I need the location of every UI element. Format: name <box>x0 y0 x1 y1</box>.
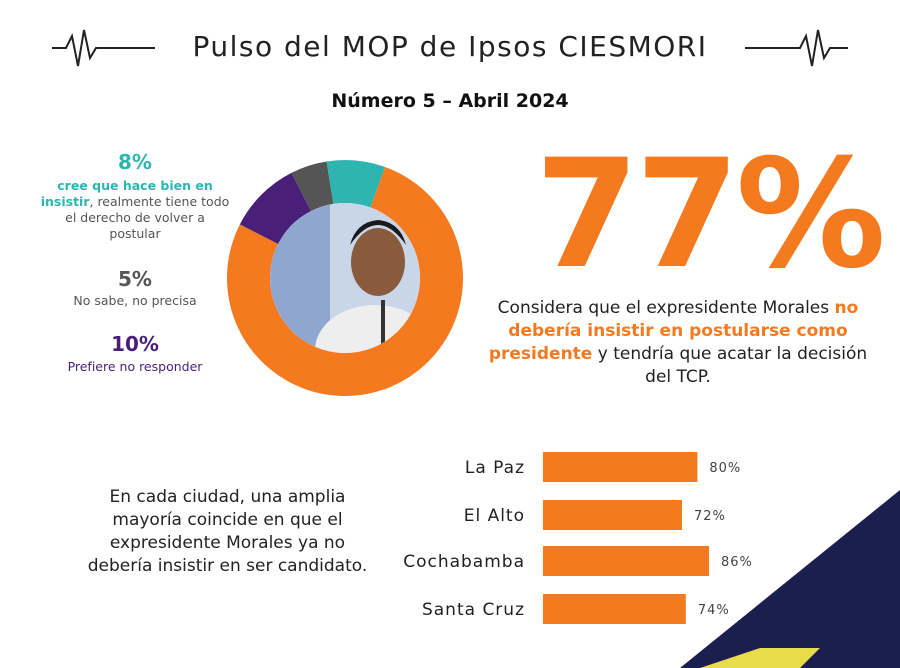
category-label: La Paz <box>465 458 525 478</box>
decor-triangle <box>680 490 900 668</box>
value-label: 74% <box>698 603 730 618</box>
donut-segment <box>239 172 311 244</box>
decor-stripe <box>700 648 820 668</box>
donut-segment <box>291 161 334 212</box>
value-label: 86% <box>721 555 753 570</box>
callout-emphasis: cree que hace bien en insistir <box>40 178 213 209</box>
category-label: Santa Cruz <box>422 600 525 620</box>
title: Pulso del MOP de Ipsos CIESMORI <box>192 30 708 63</box>
donut-chart <box>227 160 463 396</box>
value-label: 8% <box>118 150 152 174</box>
bar <box>543 452 698 482</box>
donut-segment <box>326 160 385 208</box>
bar <box>543 546 709 576</box>
value-label: 10% <box>111 332 159 356</box>
callout-emphasis: no debería insistir en postularse como p… <box>488 298 859 364</box>
value-label: 72% <box>694 509 726 524</box>
subtitle: Número 5 – Abril 2024 <box>331 90 569 112</box>
pulse-left <box>52 29 155 67</box>
value-label: 80% <box>709 461 741 476</box>
headline-value: 77% <box>535 128 886 302</box>
callout: cree que hace bien en insistir, realment… <box>40 178 230 242</box>
bar-chart: La Paz 80% El Alto 72% Cochabamba 86% Santa Cr… <box>403 452 753 624</box>
pulse-right <box>745 29 848 67</box>
main-callout: Considera que el expresidente Morales no… <box>478 297 878 389</box>
callout-text: , realmente tiene todo el derecho de vol… <box>65 194 230 241</box>
bar <box>543 594 686 624</box>
callout-text: y tendría que acatar la decisión del TCP… <box>597 344 868 387</box>
donut-segment <box>227 166 463 396</box>
value-label: 5% <box>118 267 152 291</box>
note: En cada ciudad, una amplia mayoría coinc… <box>87 487 368 576</box>
callout: Prefiere no responder <box>67 359 203 374</box>
category-label: El Alto <box>464 506 525 526</box>
bar <box>543 500 682 530</box>
callout-text: Considera que el expresidente Morales <box>497 298 830 318</box>
category-label: Cochabamba <box>403 552 525 572</box>
callout: No sabe, no precisa <box>73 293 197 308</box>
